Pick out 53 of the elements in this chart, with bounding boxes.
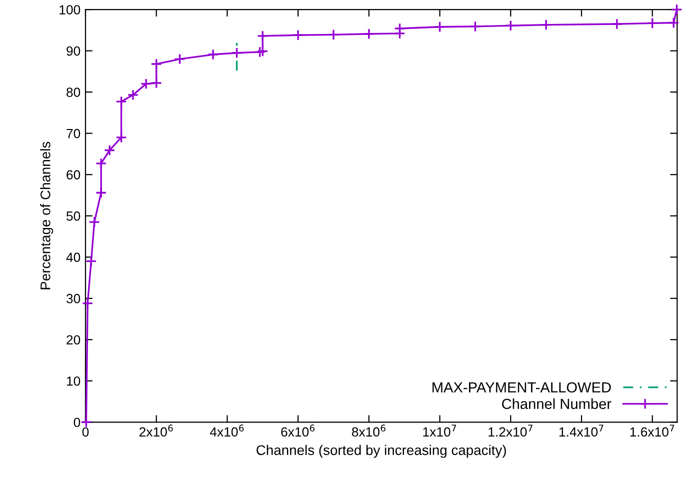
point (95, 158, 107, 170)
point (470, 20, 481, 32)
y-tick-label: 40 (66, 252, 80, 262)
x-tick-label: 1.2x10$^{7}$ (488, 424, 532, 437)
point (611, 18, 623, 30)
x-tick-label: 1.6x10$^{7}$ (630, 424, 674, 437)
x-tick-label: 4x10$^{6}$ (210, 424, 244, 437)
point (646, 17, 658, 29)
point (88, 216, 100, 228)
point (668, 17, 680, 28)
point (82, 298, 94, 310)
point (104, 144, 116, 156)
y-tick-label: 0 (74, 418, 80, 428)
y-tick-label: 20 (66, 335, 80, 345)
point (254, 46, 266, 58)
point (504, 20, 516, 32)
point (150, 77, 162, 89)
y-axis-title: Percentage of Channels (40, 142, 54, 290)
y-tick-label: 30 (66, 294, 80, 304)
legend-label: MAX-PAYMENT-ALLOWED (432, 382, 611, 393)
point (207, 48, 219, 60)
point (174, 53, 186, 65)
x-tick-label: 8x10$^{6}$ (352, 424, 386, 437)
x-tick-label: 1.4x10$^{7}$ (559, 424, 604, 437)
y-tick-label: 80 (66, 88, 80, 97)
point (540, 19, 552, 31)
legend-label: Channel Number (502, 398, 612, 410)
x-tick-label: 1x10$^{7}$ (423, 424, 456, 437)
point (140, 78, 152, 90)
point (394, 22, 406, 34)
y-tick-label: 100 (60, 5, 80, 14)
point (116, 96, 127, 108)
x-tick-label: 6x10$^{6}$ (281, 424, 315, 437)
y-tick-label: 90 (66, 46, 80, 56)
x-axis-title: Channels (sorted by increasing capacity) (256, 444, 506, 458)
point (127, 89, 139, 101)
point (150, 58, 162, 70)
x-tick-label: 0 (82, 427, 89, 437)
y-tick-label: 70 (66, 128, 80, 138)
y-tick-label: 50 (66, 211, 80, 221)
point (328, 29, 340, 40)
point (363, 28, 375, 40)
x-tick-label: 2x10$^{6}$ (139, 424, 173, 437)
point (231, 47, 242, 59)
point (85, 256, 97, 267)
y-tick-label: 10 (66, 376, 80, 386)
point (256, 46, 268, 57)
point (256, 30, 268, 42)
y-tick-label: 60 (66, 170, 80, 180)
point (95, 187, 107, 198)
point (116, 132, 127, 144)
point (434, 21, 446, 33)
point (292, 29, 304, 41)
